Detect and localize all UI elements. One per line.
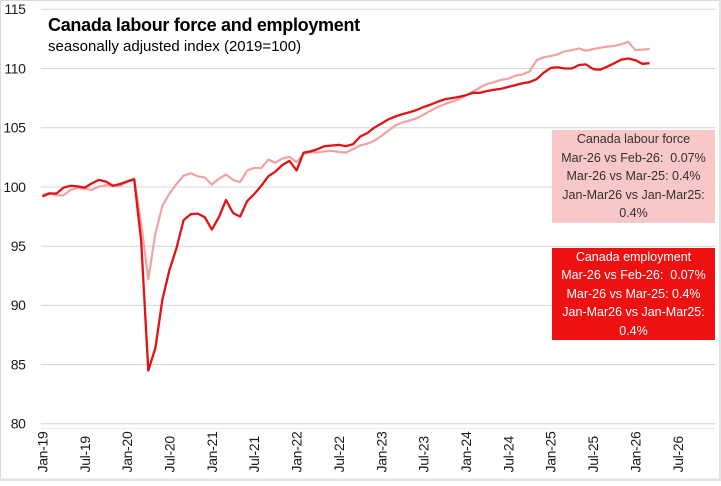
svg-text:100: 100 [3, 179, 26, 195]
svg-text:80: 80 [11, 416, 26, 432]
svg-text:Jan-25: Jan-25 [543, 431, 559, 473]
svg-text:Jan-19: Jan-19 [34, 431, 50, 473]
svg-text:Jan-20: Jan-20 [119, 431, 135, 473]
svg-text:Jan-24: Jan-24 [458, 431, 474, 473]
svg-text:95: 95 [11, 238, 26, 254]
svg-text:115: 115 [4, 1, 26, 17]
svg-text:Jul-24: Jul-24 [500, 436, 516, 473]
svg-text:Jul-19: Jul-19 [77, 436, 93, 473]
svg-text:Jan-26: Jan-26 [627, 431, 643, 473]
svg-text:Jul-25: Jul-25 [585, 436, 601, 473]
svg-text:Jul-21: Jul-21 [246, 436, 262, 473]
svg-text:Jul-20: Jul-20 [162, 436, 178, 473]
svg-text:Jan-23: Jan-23 [373, 431, 389, 473]
svg-text:85: 85 [11, 356, 26, 372]
svg-text:Jan-22: Jan-22 [289, 431, 305, 473]
svg-text:Jul-22: Jul-22 [331, 436, 347, 473]
svg-text:105: 105 [3, 120, 26, 136]
svg-text:Jan-21: Jan-21 [204, 431, 220, 473]
svg-text:110: 110 [4, 60, 26, 76]
svg-text:90: 90 [11, 297, 26, 313]
svg-text:Jul-26: Jul-26 [670, 436, 686, 473]
svg-text:Jul-23: Jul-23 [416, 436, 432, 473]
